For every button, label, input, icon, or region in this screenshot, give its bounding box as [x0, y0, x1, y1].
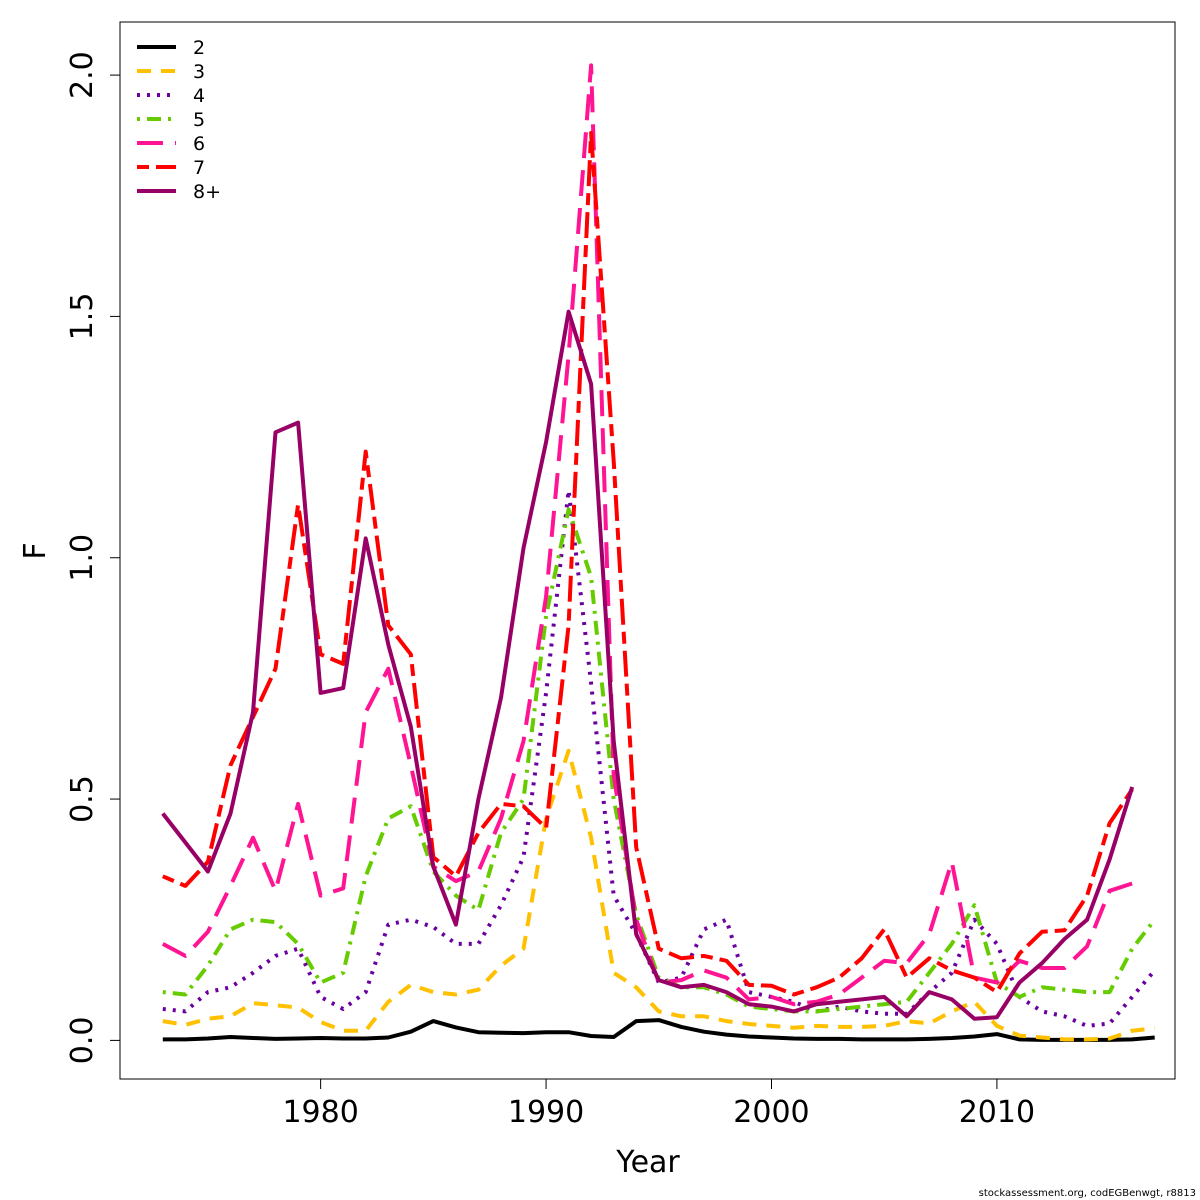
legend-label-5: 5	[193, 109, 205, 131]
x-axis: 1980 1990 2000 2010	[282, 1078, 1035, 1130]
y-tick-label: 1.0	[65, 534, 100, 582]
series-line-3	[162, 748, 1155, 1042]
y-axis: 0.0 0.5 1.0 1.5 2.0	[65, 51, 121, 1065]
series-line-6	[161, 63, 1133, 1007]
series-line-7	[162, 131, 1134, 997]
series-layer	[161, 63, 1157, 1042]
series-line-8plus	[161, 309, 1135, 1021]
legend-label-3: 3	[193, 61, 205, 83]
legend-label-2: 2	[193, 37, 205, 59]
credit-text: stockassessment.org, codEGBenwgt, r8813	[979, 1188, 1196, 1199]
y-tick-label: 2.0	[65, 51, 100, 99]
legend-label-8plus: 8+	[193, 181, 221, 203]
x-tick-label: 2010	[959, 1095, 1035, 1130]
y-axis-title: F	[18, 542, 53, 559]
y-tick-label: 0.0	[65, 1017, 100, 1065]
x-tick-label: 1980	[282, 1095, 358, 1130]
x-tick-label: 2000	[733, 1095, 809, 1130]
legend-label-4: 4	[193, 85, 205, 107]
y-tick-label: 1.5	[65, 293, 100, 341]
y-tick-label: 0.5	[65, 775, 100, 823]
x-tick-label: 1990	[508, 1095, 584, 1130]
x-axis-title: Year	[615, 1145, 680, 1180]
plot-frame	[119, 21, 1176, 1080]
legend-label-7: 7	[193, 157, 205, 179]
legend-label-6: 6	[193, 133, 205, 155]
series-line-4	[162, 488, 1157, 1028]
series-line-2	[162, 1018, 1155, 1042]
